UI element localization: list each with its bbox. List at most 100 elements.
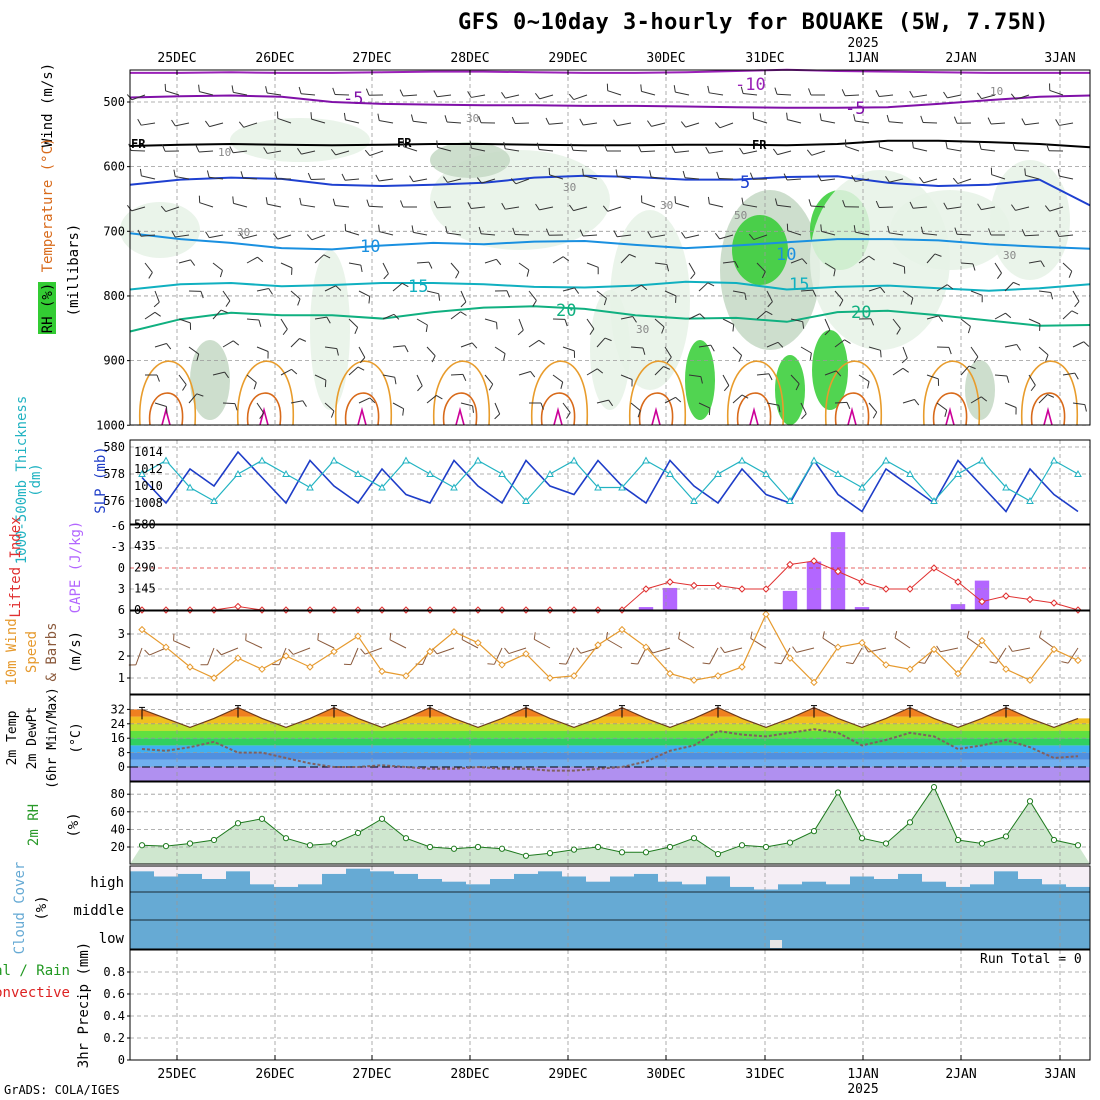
wind-barb	[786, 178, 802, 181]
wind-barb	[222, 290, 231, 302]
high-cloud-gap	[322, 866, 347, 874]
wind-barb	[980, 396, 988, 402]
wind-barb	[1059, 175, 1074, 180]
high-cloud-bar	[994, 871, 1019, 892]
wind-barb	[508, 647, 527, 655]
wind-barb	[972, 263, 976, 271]
wind-barb	[443, 176, 448, 183]
wind-barb	[1067, 647, 1079, 664]
wind-barb	[766, 341, 779, 348]
high-cloud-bar	[1066, 886, 1091, 892]
wind-barb	[288, 648, 294, 655]
wind-barb	[144, 649, 150, 656]
wind-barb	[535, 203, 540, 211]
lifted-index-marker	[762, 585, 770, 593]
wind-barb	[280, 368, 292, 376]
wind-barb	[568, 204, 574, 211]
precip-tick-label: 0.6	[103, 987, 125, 1001]
wind-barb	[642, 347, 646, 355]
wind-barb	[222, 340, 234, 348]
wind-barb	[450, 373, 464, 376]
isotherm-label: -10	[735, 75, 766, 95]
wind-barb	[487, 663, 495, 665]
bottom-date-label: 31DEC	[745, 1067, 784, 1082]
wind-barb	[545, 117, 550, 125]
wind-barb	[297, 298, 301, 306]
high-cloud-bar	[658, 881, 683, 892]
cloud-panel	[129, 865, 1091, 950]
wind-barb	[165, 206, 180, 213]
wind-barb	[1046, 143, 1050, 151]
cape-bar	[782, 590, 798, 610]
wind-barb	[311, 118, 326, 124]
thickness-marker	[258, 456, 266, 464]
wind10m-line	[141, 612, 1079, 684]
high-cloud-gap	[658, 866, 683, 882]
wind-barb	[400, 200, 404, 208]
thickness-marker	[186, 483, 194, 491]
wind-barb	[297, 148, 302, 155]
wind-barb	[1012, 143, 1016, 151]
wind-barb	[242, 177, 258, 180]
wind-barb	[402, 94, 418, 97]
wind-barb	[834, 339, 845, 348]
wind-barb	[954, 227, 958, 235]
temp-color-band	[130, 723, 1090, 731]
wind-barb	[518, 318, 524, 331]
wind-barb	[224, 371, 230, 379]
wind-barb	[518, 371, 531, 376]
wind-barb	[926, 315, 939, 320]
wind-barb	[1047, 394, 1055, 398]
wind-barb	[875, 200, 880, 208]
wind10m-marker	[1026, 676, 1034, 684]
wind-barb	[709, 647, 719, 665]
wind-barb	[944, 409, 948, 417]
wind-barb	[1040, 260, 1045, 268]
lifted-index-marker	[738, 585, 746, 593]
wind-barb	[637, 145, 642, 152]
wind-barb	[741, 394, 749, 399]
wind-barb	[841, 89, 846, 96]
wind-barb	[560, 381, 564, 389]
rh2m-marker	[858, 835, 866, 842]
wind-barb	[648, 647, 654, 654]
wind-barb	[630, 346, 643, 349]
wind10m-marker	[330, 647, 338, 656]
wind-barb	[263, 147, 268, 154]
wind-barb	[493, 647, 503, 665]
wind-barb	[246, 318, 259, 321]
wind-barb	[526, 269, 530, 277]
wind-barb	[411, 225, 414, 233]
wind-barb	[428, 261, 433, 269]
isotherm-30	[736, 392, 772, 426]
wind-barb	[549, 122, 564, 125]
rh2m-marker	[522, 852, 530, 859]
wind-barb	[1050, 292, 1054, 300]
wind-barb	[870, 318, 875, 326]
rh2m-marker	[1026, 798, 1034, 805]
isotherm-25	[1021, 360, 1078, 426]
wind-barb	[505, 94, 520, 99]
cloud-axis-label: Cloud Cover	[12, 862, 28, 955]
wind-barb	[413, 178, 428, 183]
wind-barb	[953, 116, 958, 124]
wind-barb	[345, 119, 360, 124]
cloud-unit-label: (%)	[34, 895, 50, 920]
wind-barb	[960, 365, 970, 376]
wind-barb	[195, 145, 200, 153]
wind-barb	[991, 174, 1006, 180]
wind-barb	[956, 233, 972, 236]
high-cloud-bar	[250, 884, 275, 892]
temp-color-band	[130, 745, 1090, 753]
wind10m-marker	[474, 639, 482, 647]
wind-barb	[501, 202, 506, 210]
wind-barb	[887, 225, 890, 233]
wind10m-marker	[666, 669, 674, 678]
wind-barb	[970, 346, 979, 358]
wind-barb	[743, 204, 758, 208]
bottom-year-label: 2025	[847, 1082, 878, 1097]
wind-barb	[682, 170, 686, 178]
wind-barb	[503, 353, 506, 361]
wind-barb	[467, 201, 472, 209]
wind-barb	[753, 118, 768, 124]
